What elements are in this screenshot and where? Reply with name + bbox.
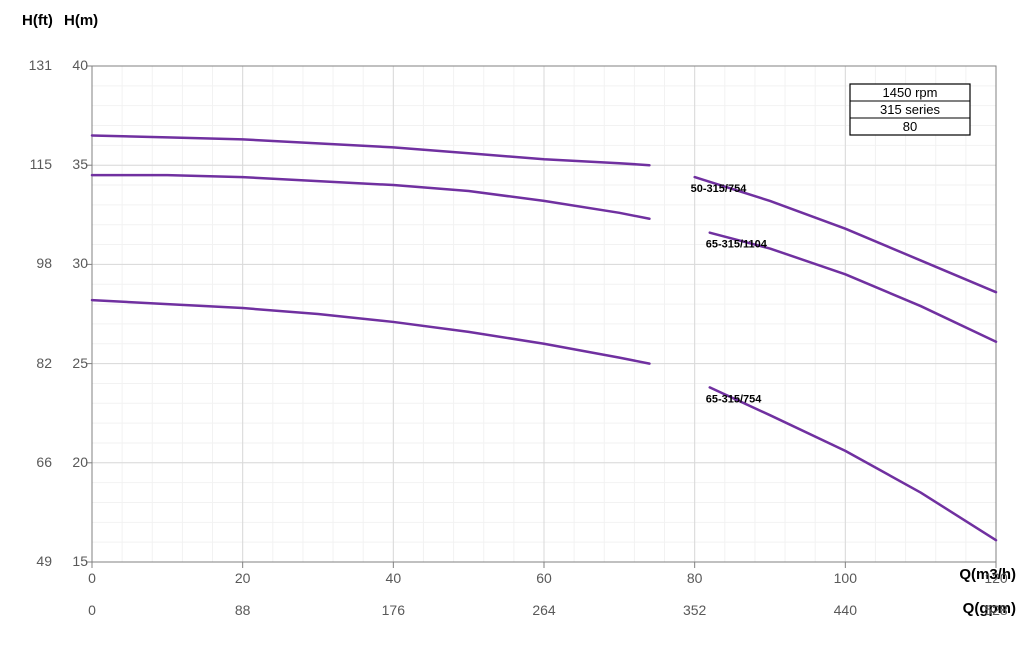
- curve-50-315/754: [92, 135, 649, 165]
- tick-label: 264: [519, 602, 569, 618]
- tick-label: 0: [67, 602, 117, 618]
- info-box-row-1: 315 series: [880, 102, 940, 117]
- tick-label: 82: [2, 355, 52, 371]
- tick-label: 20: [218, 570, 268, 586]
- info-box-row-0: 1450 rpm: [883, 85, 938, 100]
- tick-label: 176: [368, 602, 418, 618]
- tick-label: 49: [2, 553, 52, 569]
- y-axis-ft-title: H(ft): [22, 12, 53, 29]
- tick-label: 120: [971, 570, 1021, 586]
- curve-label-65-315/754: 65-315/754: [706, 393, 763, 405]
- tick-label: 88: [218, 602, 268, 618]
- plot-area: 50-315/754 65-315/1104 65-315/754 1450 rpm 3…: [0, 0, 1024, 656]
- tick-label: 66: [2, 454, 52, 470]
- tick-label: 98: [2, 255, 52, 271]
- tick-label: 528: [971, 602, 1021, 618]
- info-box-row-2: 80: [903, 119, 917, 134]
- tick-label: 100: [820, 570, 870, 586]
- pump-curve-chart: H(ft) H(m) Q(m3/h) Q(gpm) 50-315/75465-3…: [0, 0, 1024, 656]
- curve-65-315/754-part2: [710, 387, 996, 540]
- curve-65-315/754: [92, 300, 649, 363]
- tick-label: 0: [67, 570, 117, 586]
- tick-label: 352: [670, 602, 720, 618]
- curve-label-65-315/1104: 65-315/1104: [706, 239, 768, 251]
- tick-label: 80: [670, 570, 720, 586]
- curve-65-315/1104: [92, 175, 649, 219]
- tick-label: 115: [2, 156, 52, 172]
- tick-label: 40: [368, 570, 418, 586]
- tick-label: 131: [2, 57, 52, 73]
- y-axis-m-title: H(m): [64, 12, 98, 29]
- tick-label: 440: [820, 602, 870, 618]
- curve-label-50-315/754: 50-315/754: [691, 183, 748, 195]
- tick-label: 60: [519, 570, 569, 586]
